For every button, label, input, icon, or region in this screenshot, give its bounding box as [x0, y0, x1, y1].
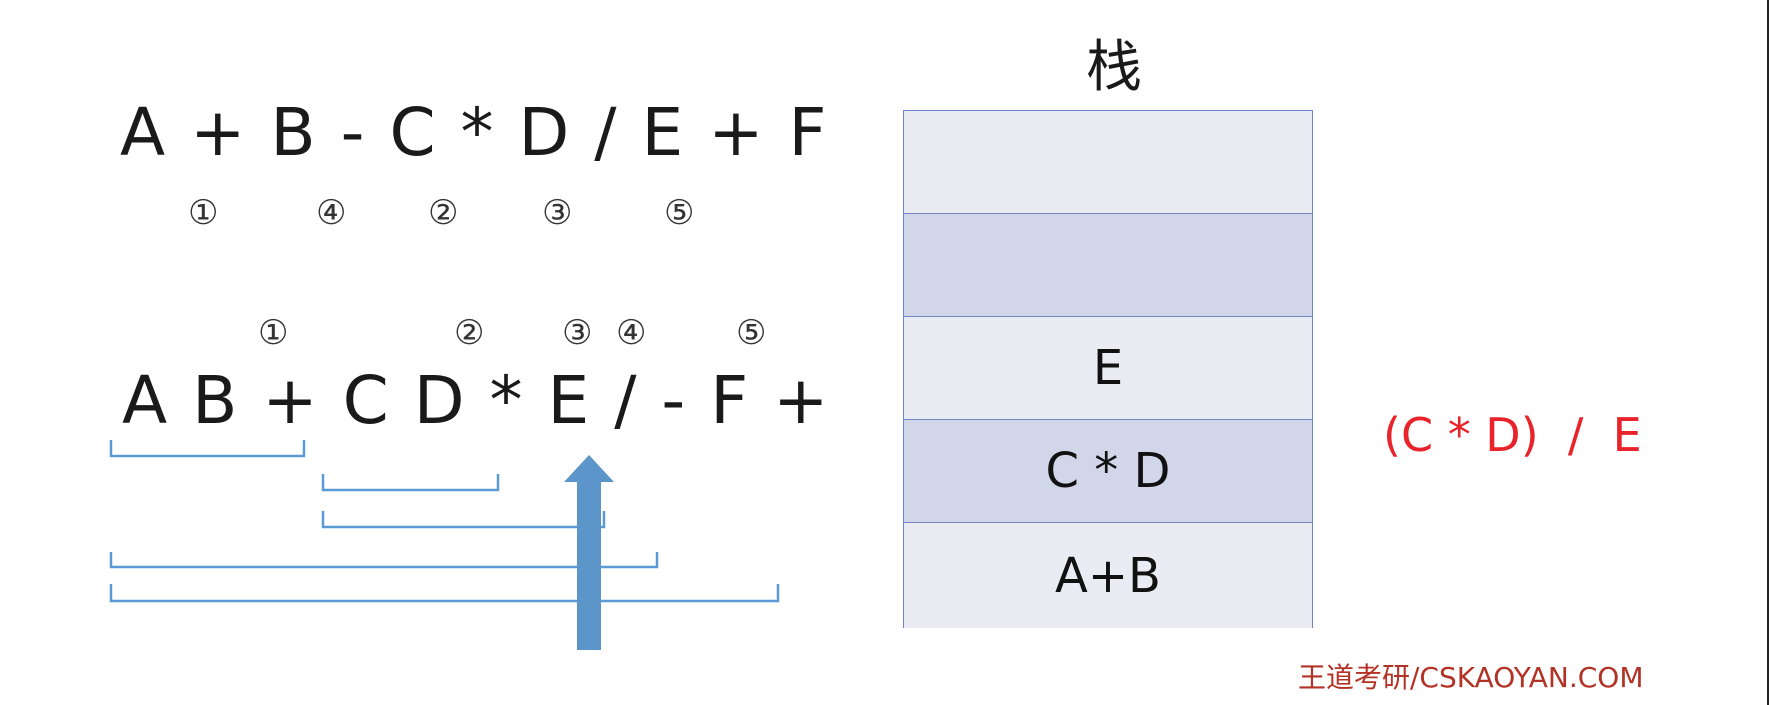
stack-cell	[904, 214, 1312, 317]
infix-order-label: ①	[188, 193, 219, 233]
postfix-order-label: ⑤	[736, 313, 767, 353]
postfix-order-label: ④	[616, 313, 647, 353]
postfix-order-label: ①	[258, 313, 289, 353]
stack-cell: C * D	[904, 420, 1312, 523]
bracket-plus-f	[109, 584, 780, 603]
bracket-cd-times-e-div	[321, 511, 606, 529]
bracket-cd-times	[321, 474, 500, 492]
infix-order-label: ④	[316, 193, 347, 233]
scan-arrow-icon	[564, 455, 614, 650]
stack-cell: E	[904, 317, 1312, 420]
infix-order-label: ⑤	[664, 193, 695, 233]
infix-order-label: ③	[542, 193, 573, 233]
stack-cell	[904, 111, 1312, 214]
infix-expression: A + B - C * D / E + F	[120, 94, 829, 171]
postfix-order-label: ②	[454, 313, 485, 353]
right-edge-line	[1767, 0, 1769, 705]
bracket-minus	[109, 552, 659, 569]
postfix-expression: A B + C D * E / - F +	[122, 362, 831, 439]
stack-cell: A+B	[904, 523, 1312, 628]
postfix-order-label: ③	[562, 313, 593, 353]
partial-result: (C * D) / E	[1383, 408, 1642, 462]
stack-title: 栈	[1086, 35, 1142, 100]
stack: E C * D A+B	[903, 110, 1313, 628]
watermark: 王道考研/CSKAOYAN.COM	[1298, 661, 1644, 694]
bracket-ab-plus	[109, 440, 306, 458]
infix-order-label: ②	[428, 193, 459, 233]
